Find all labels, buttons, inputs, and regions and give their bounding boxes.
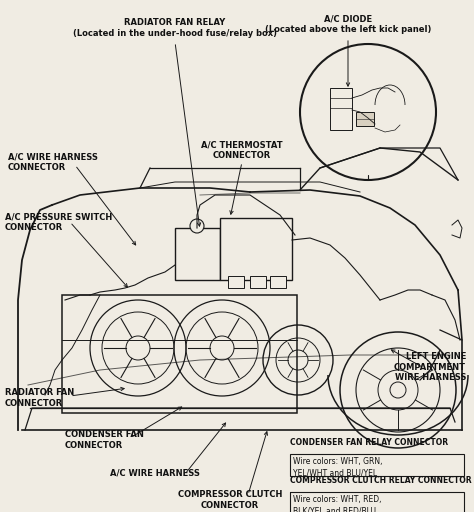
Text: Wire colors: WHT, GRN,: Wire colors: WHT, GRN, (293, 457, 383, 466)
Text: A/C DIODE
(Located above the left kick panel): A/C DIODE (Located above the left kick p… (265, 14, 431, 34)
Bar (175, 228, 220, 280)
Text: COMPRESSOR CLUTCH
CONNECTOR: COMPRESSOR CLUTCH CONNECTOR (178, 490, 282, 510)
Text: COMPRESSOR CLUTCH RELAY CONNECTOR: COMPRESSOR CLUTCH RELAY CONNECTOR (290, 476, 472, 485)
Text: A/C THERMOSTAT
CONNECTOR: A/C THERMOSTAT CONNECTOR (201, 140, 283, 160)
Text: Wire colors: WHT, RED,: Wire colors: WHT, RED, (293, 495, 382, 504)
Circle shape (390, 382, 406, 398)
Text: A/C WIRE HARNESS: A/C WIRE HARNESS (110, 468, 200, 477)
Bar (250, 276, 266, 288)
Bar (228, 276, 244, 288)
Text: LEFT ENGINE
COMPARTMENT
WIRE HARNESS: LEFT ENGINE COMPARTMENT WIRE HARNESS (394, 352, 466, 382)
Circle shape (190, 219, 204, 233)
Bar (220, 218, 292, 280)
Text: CONDENSER FAN RELAY CONNECTOR: CONDENSER FAN RELAY CONNECTOR (290, 438, 448, 447)
Bar (356, 112, 374, 126)
Text: BLK/YEL and RED/BLU: BLK/YEL and RED/BLU (293, 506, 376, 512)
Text: CONDENSER FAN
CONNECTOR: CONDENSER FAN CONNECTOR (65, 430, 144, 450)
Text: RADIATOR FAN
CONNECTOR: RADIATOR FAN CONNECTOR (5, 388, 74, 408)
Bar (330, 88, 352, 130)
Text: A/C PRESSURE SWITCH
CONNECTOR: A/C PRESSURE SWITCH CONNECTOR (5, 212, 112, 232)
Circle shape (300, 44, 436, 180)
Text: A/C WIRE HARNESS
CONNECTOR: A/C WIRE HARNESS CONNECTOR (8, 152, 98, 172)
Text: RADIATOR FAN RELAY
(Located in the under-hood fuse/relay box): RADIATOR FAN RELAY (Located in the under… (73, 18, 277, 38)
Bar (270, 276, 286, 288)
Text: YEL/WHT and BLU/YEL: YEL/WHT and BLU/YEL (293, 468, 377, 477)
Bar (290, 492, 464, 512)
Bar (62, 295, 297, 413)
Bar (290, 454, 464, 476)
